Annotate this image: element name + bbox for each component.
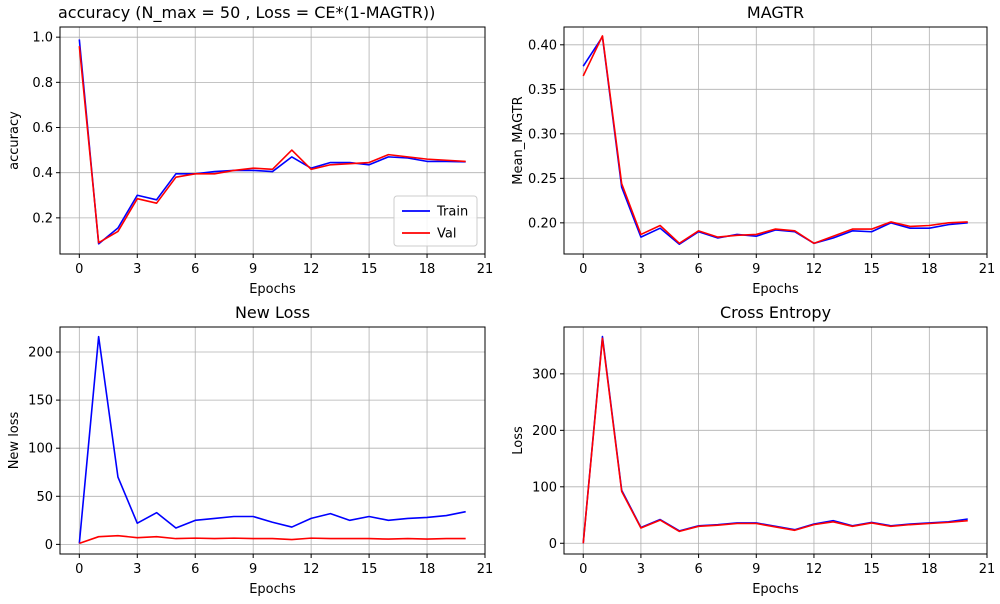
- y-tick-label: 0.35: [528, 83, 557, 98]
- x-tick-label: 9: [752, 562, 760, 577]
- x-tick-label: 3: [637, 562, 645, 577]
- y-tick-label: 0.20: [528, 216, 557, 231]
- y-axis-label: Loss: [511, 426, 526, 455]
- y-tick-label: 200: [532, 424, 557, 439]
- x-tick-label: 12: [806, 562, 823, 577]
- series-line-val: [78, 46, 466, 244]
- x-axis-label: Epochs: [752, 282, 799, 297]
- x-tick-label: 3: [637, 262, 645, 277]
- x-tick-label: 9: [752, 262, 760, 277]
- legend-label-val: Val: [437, 227, 456, 242]
- chart-title: Cross Entropy: [720, 303, 831, 322]
- x-tick-label: 21: [979, 262, 996, 277]
- subplot-1: 0 3 6 9 12 15 18 21 0.2 0.4 0.6 0.8 1.0 Epochs accurac…: [7, 3, 493, 297]
- y-tick-label: 50: [36, 490, 53, 505]
- x-axis-label: Epochs: [752, 582, 799, 597]
- x-tick-label: 18: [921, 262, 938, 277]
- x-tick-label: 18: [921, 562, 938, 577]
- y-tick-label: 200: [28, 346, 53, 361]
- chart-title: New Loss: [235, 303, 310, 322]
- axes-frame: [563, 326, 988, 555]
- x-tick-label: 12: [303, 562, 320, 577]
- series-line-val: [79, 534, 466, 545]
- x-tick-label: 18: [419, 262, 436, 277]
- x-axis-label: Epochs: [249, 582, 296, 597]
- x-tick-label: 15: [863, 262, 880, 277]
- axes-frame: [59, 26, 486, 255]
- x-tick-label: 15: [863, 562, 880, 577]
- x-tick-label: 21: [477, 262, 494, 277]
- x-tick-label: 0: [75, 262, 83, 277]
- y-axis-label: accuracy: [7, 111, 22, 170]
- axes-frame: [59, 326, 486, 555]
- series-line-val: [582, 337, 968, 544]
- x-tick-label: 21: [477, 562, 494, 577]
- y-tick-label: 0.30: [528, 127, 557, 142]
- y-tick-label: 0.4: [32, 166, 53, 181]
- y-tick-label: 0: [45, 538, 53, 553]
- subplot-4: 0 3 6 9 12 15 18 21 0 100 200 300 Epochs Loss Cross En…: [511, 303, 995, 597]
- subplot-2: 0 3 6 9 12 15 18 21 0.20 0.25 0.30 0.35 0.40 Epochs Me…: [511, 3, 995, 297]
- series-line-train: [78, 39, 466, 245]
- x-tick-label: 15: [361, 262, 378, 277]
- x-tick-label: 15: [361, 562, 378, 577]
- x-tick-label: 21: [979, 562, 996, 577]
- legend: Train Val: [393, 195, 478, 247]
- x-tick-label: 18: [419, 562, 436, 577]
- x-tick-label: 6: [191, 262, 199, 277]
- legend-label-train: Train: [436, 205, 468, 220]
- x-tick-label: 0: [579, 262, 587, 277]
- y-tick-label: 0.40: [528, 38, 557, 53]
- x-tick-label: 3: [133, 562, 141, 577]
- y-tick-label: 0.2: [32, 211, 53, 226]
- y-tick-label: 0.8: [32, 76, 53, 91]
- subplot-3: 0 3 6 9 12 15 18 21 0 50 100 150 200 Epochs New loss Ne…: [7, 303, 493, 597]
- x-tick-label: 12: [806, 262, 823, 277]
- y-tick-label: 100: [532, 480, 557, 495]
- x-tick-label: 6: [191, 562, 199, 577]
- legend-box: [393, 195, 478, 247]
- x-tick-label: 9: [249, 562, 257, 577]
- x-tick-label: 12: [303, 262, 320, 277]
- x-tick-label: 6: [694, 562, 702, 577]
- y-tick-label: 100: [28, 442, 53, 457]
- x-axis-label: Epochs: [249, 282, 296, 297]
- x-tick-label: 0: [579, 562, 587, 577]
- y-tick-label: 1.0: [32, 31, 53, 46]
- x-tick-label: 9: [249, 262, 257, 277]
- y-axis-label: Mean_MAGTR: [511, 96, 526, 184]
- series-line-train: [582, 35, 968, 246]
- y-axis-label: New loss: [7, 411, 22, 469]
- x-tick-label: 6: [694, 262, 702, 277]
- x-tick-label: 0: [75, 562, 83, 577]
- chart-title: accuracy (N_max = 50 , Loss = CE*(1-MAGT…: [58, 3, 435, 23]
- y-tick-label: 150: [28, 394, 53, 409]
- chart-title: MAGTR: [747, 3, 804, 22]
- x-tick-label: 3: [133, 262, 141, 277]
- y-tick-label: 300: [532, 367, 557, 382]
- series-line-val: [582, 35, 968, 245]
- y-tick-label: 0.25: [528, 172, 557, 187]
- y-tick-label: 0.6: [32, 121, 53, 136]
- y-tick-label: 0: [549, 537, 557, 552]
- axes-frame: [563, 26, 988, 255]
- series-line-train: [78, 335, 466, 544]
